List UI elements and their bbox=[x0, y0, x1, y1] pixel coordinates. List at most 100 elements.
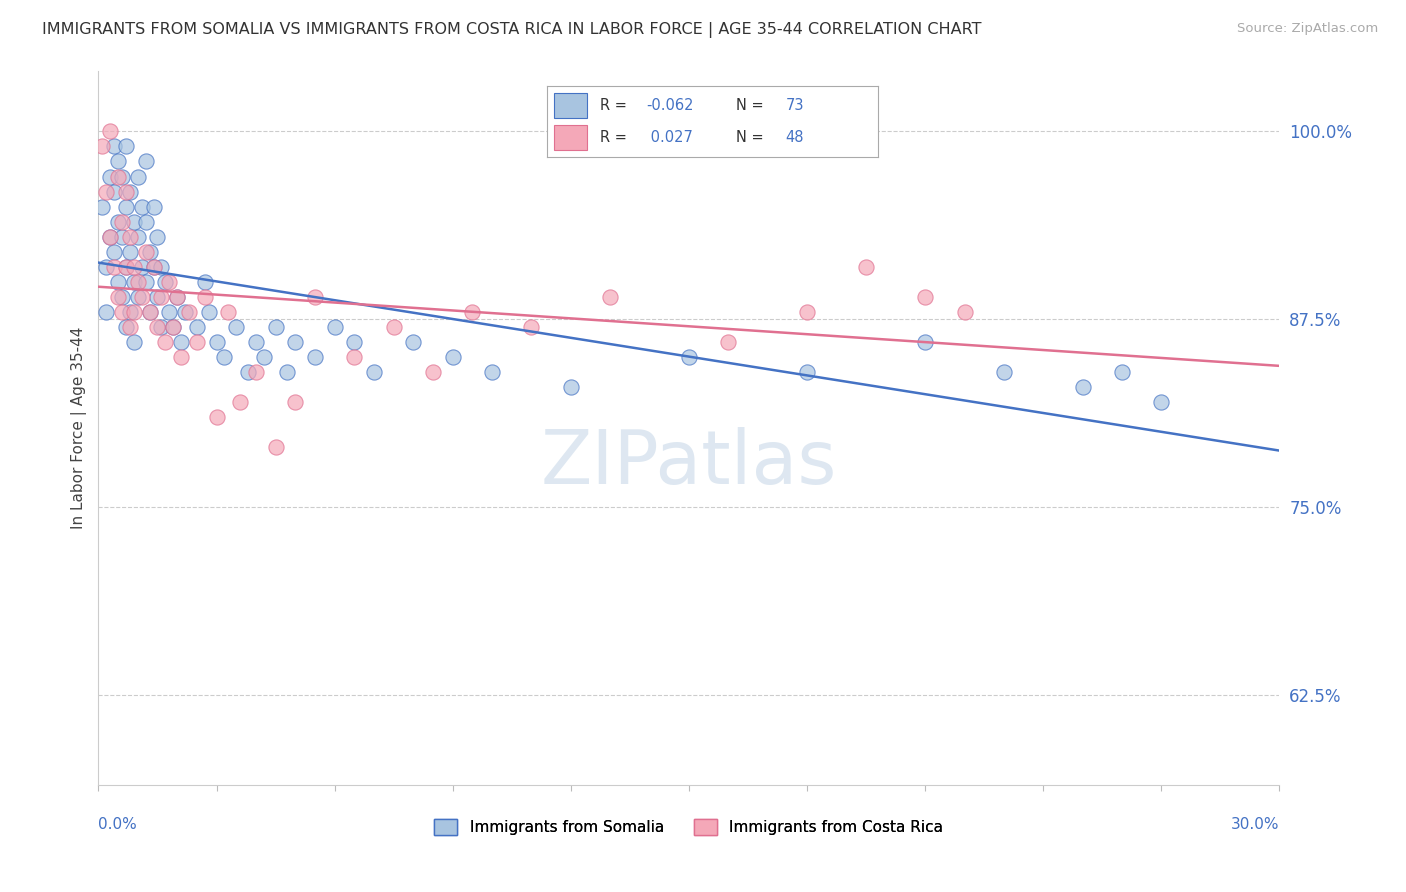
Point bbox=[177, 304, 200, 318]
Point bbox=[194, 290, 217, 304]
Point bbox=[98, 229, 121, 244]
Text: IMMIGRANTS FROM SOMALIA VS IMMIGRANTS FROM COSTA RICA IN LABOR FORCE | AGE 35-44: IMMIGRANTS FROM SOMALIA VS IMMIGRANTS FR… bbox=[42, 22, 981, 38]
Point bbox=[402, 334, 425, 349]
Point bbox=[107, 214, 129, 228]
Point bbox=[599, 290, 621, 304]
Point bbox=[914, 334, 936, 349]
Point bbox=[103, 260, 125, 274]
Point bbox=[264, 319, 287, 334]
Point bbox=[96, 260, 118, 274]
Point bbox=[115, 200, 138, 214]
Point bbox=[166, 290, 188, 304]
Point bbox=[122, 334, 145, 349]
Point bbox=[118, 229, 141, 244]
Point bbox=[146, 290, 169, 304]
Point bbox=[131, 200, 153, 214]
Point bbox=[111, 290, 134, 304]
Point bbox=[481, 365, 503, 379]
Point bbox=[245, 334, 267, 349]
Point bbox=[197, 304, 219, 318]
Point bbox=[135, 214, 157, 228]
Point bbox=[107, 275, 129, 289]
Text: Source: ZipAtlas.com: Source: ZipAtlas.com bbox=[1237, 22, 1378, 36]
Point bbox=[186, 319, 208, 334]
Point bbox=[953, 304, 976, 318]
Point bbox=[855, 260, 877, 274]
Point bbox=[157, 275, 180, 289]
Point bbox=[111, 169, 134, 184]
Point bbox=[118, 319, 141, 334]
Point bbox=[157, 304, 180, 318]
Point bbox=[135, 275, 157, 289]
Point bbox=[131, 290, 153, 304]
Point bbox=[914, 290, 936, 304]
Point bbox=[174, 304, 197, 318]
Point bbox=[796, 304, 818, 318]
Point bbox=[115, 260, 138, 274]
Point bbox=[343, 350, 366, 364]
Point bbox=[717, 334, 740, 349]
Text: ZIPatlas: ZIPatlas bbox=[541, 427, 837, 500]
Point bbox=[304, 350, 326, 364]
Point bbox=[993, 365, 1015, 379]
Point bbox=[1071, 380, 1094, 394]
Y-axis label: In Labor Force | Age 35-44: In Labor Force | Age 35-44 bbox=[72, 327, 87, 529]
Point bbox=[162, 319, 184, 334]
Point bbox=[107, 169, 129, 184]
Point bbox=[155, 334, 177, 349]
Point bbox=[194, 275, 217, 289]
Point bbox=[118, 304, 141, 318]
Point bbox=[520, 319, 543, 334]
Point bbox=[422, 365, 444, 379]
Point bbox=[146, 319, 169, 334]
Point bbox=[205, 334, 228, 349]
Point bbox=[186, 334, 208, 349]
Point bbox=[122, 275, 145, 289]
Point bbox=[229, 395, 252, 409]
Point bbox=[678, 350, 700, 364]
Point bbox=[441, 350, 464, 364]
Point bbox=[343, 334, 366, 349]
Point bbox=[217, 304, 239, 318]
Point bbox=[135, 154, 157, 169]
Point bbox=[138, 304, 160, 318]
Point bbox=[796, 365, 818, 379]
Point bbox=[127, 229, 149, 244]
Point bbox=[138, 244, 160, 259]
Point bbox=[107, 154, 129, 169]
Point bbox=[115, 185, 138, 199]
Point bbox=[127, 290, 149, 304]
Point bbox=[103, 185, 125, 199]
Point bbox=[382, 319, 405, 334]
Point bbox=[253, 350, 276, 364]
Text: 0.0%: 0.0% bbox=[98, 817, 138, 832]
Point bbox=[115, 139, 138, 153]
Point bbox=[103, 139, 125, 153]
Point bbox=[170, 350, 193, 364]
Point bbox=[323, 319, 346, 334]
Point bbox=[111, 214, 134, 228]
Point bbox=[142, 200, 165, 214]
Point bbox=[1150, 395, 1173, 409]
Point bbox=[122, 214, 145, 228]
Text: 30.0%: 30.0% bbox=[1232, 817, 1279, 832]
Point bbox=[461, 304, 484, 318]
Point bbox=[118, 185, 141, 199]
Point bbox=[214, 350, 236, 364]
Point bbox=[115, 319, 138, 334]
Point bbox=[205, 409, 228, 424]
Point bbox=[264, 440, 287, 454]
Point bbox=[122, 260, 145, 274]
Point bbox=[96, 304, 118, 318]
Point bbox=[560, 380, 582, 394]
Point bbox=[98, 229, 121, 244]
Point bbox=[111, 304, 134, 318]
Point bbox=[146, 229, 169, 244]
Point bbox=[91, 139, 114, 153]
Point bbox=[107, 290, 129, 304]
Point bbox=[111, 229, 134, 244]
Point bbox=[1111, 365, 1133, 379]
Point bbox=[142, 260, 165, 274]
Point bbox=[284, 334, 307, 349]
Point bbox=[363, 365, 385, 379]
